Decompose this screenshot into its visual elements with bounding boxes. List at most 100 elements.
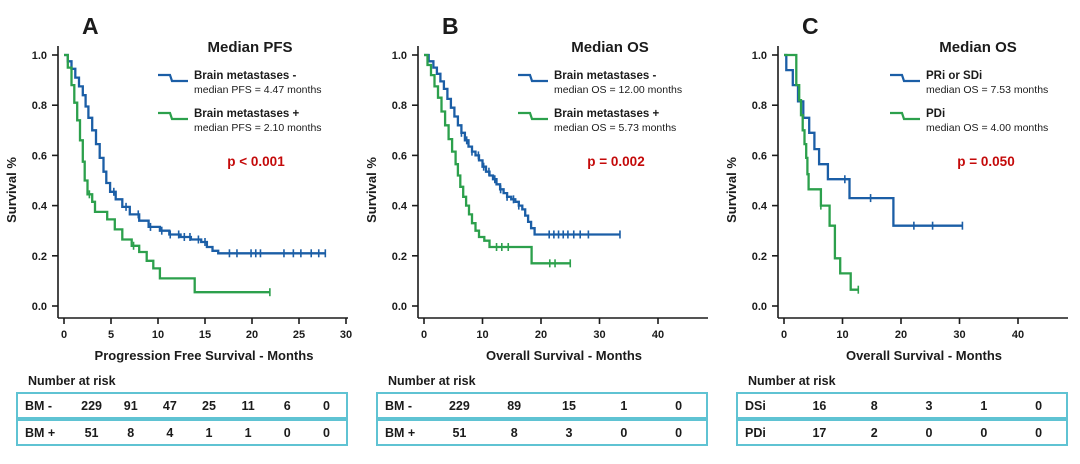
- y-axis-label: Survival %: [4, 157, 19, 223]
- risk-value: 15: [562, 398, 576, 413]
- km-chart-panel-b: B Survival % 1.0 0.8 0.6 0.4 0.2 0.0 0 10 20 30 40…: [364, 13, 708, 363]
- risk-value: 8: [127, 425, 135, 440]
- legend-swatch-series1: [518, 73, 548, 83]
- survival-curve: [64, 53, 326, 255]
- axes-layer: 1.0 0.8 0.6 0.4 0.2 0.0 0 5 10 15 20 25 30: [32, 46, 352, 341]
- risk-table: BM - 229 89 15 1 0 BM + 51 8 3 0 0: [376, 392, 708, 446]
- x-tick-label: 20: [535, 329, 547, 341]
- p-value: p = 0.002: [587, 154, 644, 169]
- panel-letter: A: [82, 13, 99, 39]
- y-tick-label: 0.6: [752, 150, 767, 162]
- x-tick-label: 30: [953, 329, 965, 341]
- survival-curve: [64, 53, 270, 294]
- x-tick-label: 15: [199, 329, 211, 341]
- y-tick-label: 0.2: [752, 251, 767, 263]
- risk-row-label: BM -: [25, 398, 53, 413]
- legend-series1-median: median OS = 12.00 months: [554, 84, 682, 96]
- panel-c: C Survival % 1.0 0.8 0.6 0.4 0.2 0.0 0 10 20 30 40…: [720, 0, 1080, 464]
- legend-series1-name: Brain metastases -: [554, 70, 656, 82]
- x-tick-label: 30: [593, 329, 605, 341]
- y-tick-label: 0.4: [752, 201, 768, 213]
- risk-row-label: PDi: [745, 425, 766, 440]
- legend-swatch-series2: [890, 111, 920, 121]
- risk-value: 8: [510, 425, 518, 440]
- risk-value: 0: [980, 425, 988, 440]
- risk-header: Number at risk: [388, 374, 476, 388]
- risk-row-label: BM -: [385, 398, 413, 413]
- p-value: p = 0.050: [957, 154, 1014, 169]
- risk-row-label: BM +: [25, 425, 56, 440]
- legend-title: Median OS: [571, 39, 649, 56]
- y-tick-label: 0.8: [392, 100, 407, 112]
- x-tick-label: 5: [108, 329, 114, 341]
- y-tick-label: 0.4: [32, 201, 48, 213]
- survival-curve: [784, 53, 963, 227]
- risk-row: BM - 229 91 47 25 11 6 0: [16, 392, 348, 419]
- risk-row-label: BM +: [385, 425, 416, 440]
- risk-value: 89: [507, 398, 522, 413]
- risk-value: 0: [1035, 425, 1043, 440]
- x-tick-label: 0: [421, 329, 427, 341]
- legend-title: Median OS: [939, 39, 1017, 56]
- risk-value: 0: [620, 425, 628, 440]
- y-tick-label: 0.0: [752, 301, 767, 313]
- x-tick-label: 10: [836, 329, 848, 341]
- risk-row: BM + 51 8 4 1 1 0 0: [16, 419, 348, 446]
- x-axis-label: Overall Survival - Months: [486, 348, 642, 363]
- x-tick-label: 10: [476, 329, 488, 341]
- risk-value: 1: [244, 425, 252, 440]
- y-tick-label: 0.8: [752, 100, 767, 112]
- legend-swatch-series2: [158, 111, 188, 121]
- x-tick-label: 0: [61, 329, 67, 341]
- risk-value: 11: [241, 398, 255, 413]
- panel-a: A Survival % 1.0 0.8 0.6 0.4 0.2 0.0 0 5 10 15 20 2…: [0, 0, 360, 464]
- y-tick-label: 0.2: [392, 251, 407, 263]
- risk-table: DSi 16 8 3 1 0 PDi 17 2 0 0 0: [736, 392, 1068, 446]
- p-value: p < 0.001: [227, 154, 285, 169]
- risk-value: 0: [283, 425, 291, 440]
- x-axis-label: Progression Free Survival - Months: [95, 348, 314, 363]
- risk-section-c: Number at risk DSi 16 8 3 1 0 PDi 17 2 0 0 0: [720, 374, 1080, 446]
- y-axis-label: Survival %: [724, 157, 739, 223]
- x-tick-label: 30: [340, 329, 352, 341]
- risk-value: 1: [620, 398, 628, 413]
- km-chart-panel-c: C Survival % 1.0 0.8 0.6 0.4 0.2 0.0 0 10 20 30 40…: [724, 13, 1068, 363]
- risk-section-b: Number at risk BM - 229 89 15 1 0 BM + 51 8 3 0 0: [360, 374, 720, 446]
- legend-series2-median: median OS = 5.73 months: [554, 122, 676, 134]
- risk-value: 0: [675, 398, 683, 413]
- x-tick-label: 20: [246, 329, 258, 341]
- risk-value: 91: [123, 398, 138, 413]
- y-tick-label: 0.6: [32, 150, 47, 162]
- survival-curve: [424, 53, 571, 265]
- y-tick-label: 0.0: [392, 301, 407, 313]
- risk-section-a: Number at risk BM -229 91 47 25 11 6 0 BM +51 8 4…: [0, 374, 360, 446]
- risk-value: 0: [322, 398, 330, 413]
- legend-title: Median PFS: [207, 39, 292, 56]
- km-chart-panel-a: A Survival % 1.0 0.8 0.6 0.4 0.2 0.0 0 5 10 15 20 2…: [4, 13, 352, 363]
- y-tick-label: 0.2: [32, 251, 47, 263]
- risk-value: 6: [283, 398, 291, 413]
- panel-letter: C: [802, 13, 819, 39]
- risk-row: BM - 229 89 15 1 0: [376, 392, 708, 419]
- panel-b: B Survival % 1.0 0.8 0.6 0.4 0.2 0.0 0 10 20 30 40…: [360, 0, 720, 464]
- survival-curve: [784, 53, 859, 291]
- risk-value: 4: [166, 425, 174, 440]
- x-tick-label: 10: [152, 329, 164, 341]
- risk-value: 16: [812, 398, 827, 413]
- risk-value: 3: [565, 425, 573, 440]
- x-tick-label: 20: [895, 329, 907, 341]
- legend-series2-median: median OS = 4.00 months: [926, 122, 1048, 134]
- risk-value: 1: [980, 398, 988, 413]
- legend-swatch-series1: [158, 73, 188, 83]
- risk-value: 0: [925, 425, 933, 440]
- risk-value: 2: [870, 425, 878, 440]
- legend-series1-name: Brain metastases -: [194, 70, 296, 82]
- risk-table: BM -229 91 47 25 11 6 0 BM +51 8 4 1 1 0 0: [16, 392, 348, 446]
- y-tick-label: 0.8: [32, 100, 47, 112]
- x-tick-label: 25: [293, 329, 305, 341]
- legend-series2-name: Brain metastases +: [194, 108, 299, 120]
- risk-value: 0: [322, 425, 330, 440]
- legend-series1-median: median OS = 7.53 months: [926, 84, 1048, 96]
- risk-value: 25: [202, 398, 216, 413]
- risk-row: BM + 51 8 3 0 0: [376, 419, 708, 446]
